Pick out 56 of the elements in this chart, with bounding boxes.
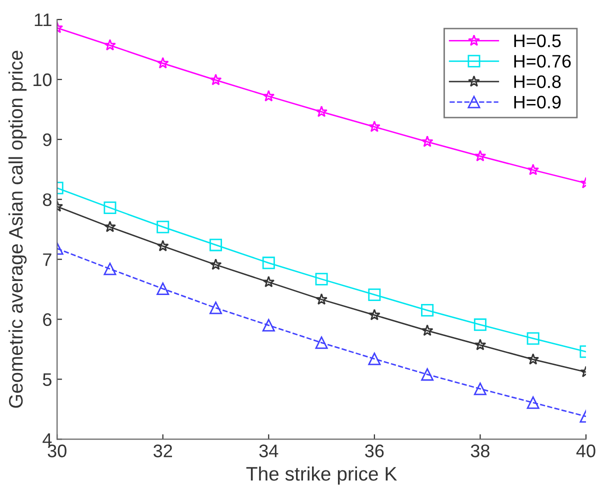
point	[156, 220, 170, 234]
point	[474, 318, 486, 331]
point	[316, 106, 328, 118]
y-tick-label: 9	[43, 133, 52, 146]
legend-label: H=0.8	[514, 75, 561, 88]
legend-label: H=0.76	[514, 54, 571, 68]
point	[262, 90, 275, 102]
point	[210, 258, 222, 270]
x-tick-label: 40	[576, 444, 596, 458]
point	[315, 272, 328, 286]
y-tick-label: 6	[43, 313, 52, 326]
point	[210, 302, 222, 314]
point	[527, 164, 540, 176]
point	[368, 288, 381, 301]
y-tick-label: 11	[34, 14, 52, 26]
point	[474, 150, 486, 162]
point	[474, 382, 486, 396]
point	[368, 352, 381, 366]
point	[421, 368, 434, 381]
point	[262, 256, 275, 270]
point	[527, 353, 540, 365]
point	[210, 74, 222, 86]
point	[156, 282, 170, 295]
point	[262, 276, 275, 288]
point	[156, 57, 169, 68]
point	[474, 338, 486, 350]
point	[156, 240, 169, 252]
y-axis-title: Geometric average Asian call option price	[8, 50, 27, 408]
point	[368, 308, 380, 320]
x-tick-label: 34	[259, 444, 278, 458]
x-tick-label: 36	[365, 444, 384, 458]
y-tick-label: 4	[42, 433, 52, 446]
x-tick-label: 30	[48, 444, 66, 458]
legend-label: H=0.9	[514, 96, 561, 109]
y-tick-label: 7	[43, 253, 52, 266]
legend-label: H=0.5	[514, 34, 561, 48]
point	[315, 336, 328, 349]
point	[262, 319, 275, 332]
point	[210, 238, 222, 252]
point	[104, 39, 116, 50]
point	[526, 332, 540, 345]
point	[104, 220, 116, 232]
y-tick-label: 10	[34, 73, 52, 86]
point	[104, 262, 116, 276]
y-tick-label: 5	[42, 373, 52, 386]
point	[526, 396, 540, 409]
point	[316, 293, 328, 305]
point	[104, 202, 116, 214]
x-tick-label: 38	[470, 444, 490, 458]
point	[421, 304, 434, 317]
x-tick-label: 32	[154, 444, 172, 458]
point	[421, 136, 434, 148]
point	[368, 120, 380, 132]
point	[421, 324, 434, 336]
x-axis-title: The strike price K	[246, 466, 397, 485]
y-tick-label: 8	[42, 193, 52, 206]
